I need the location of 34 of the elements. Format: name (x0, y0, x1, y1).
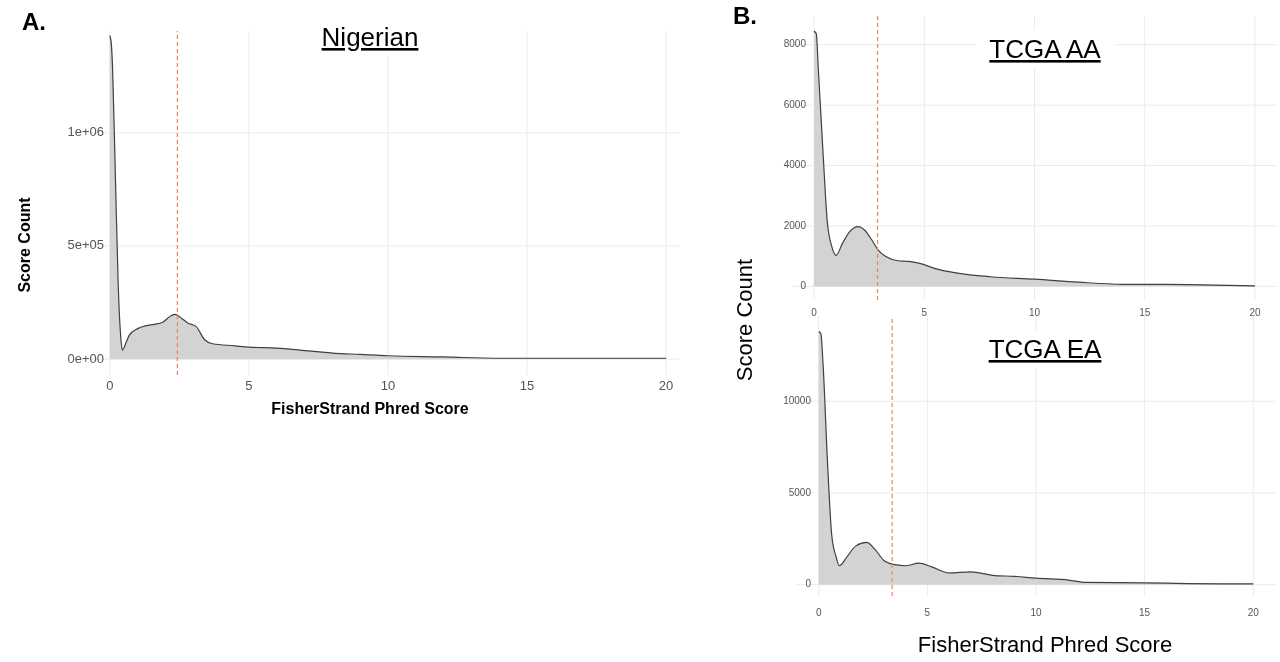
x-tick-label: 10 (380, 377, 396, 393)
x-axis-title: FisherStrand Phred Score (271, 400, 469, 417)
y-tick-label: 8000 (783, 38, 807, 50)
y-tick-label: 2000 (783, 219, 807, 231)
x-axis-title: FisherStrand Phred Score (917, 632, 1173, 657)
y-axis-title: Score Count (732, 258, 757, 382)
x-tick-label: 20 (1247, 607, 1260, 619)
y-axis-title: Score Count (16, 196, 33, 293)
y-tick-label: 5e+05 (67, 237, 104, 253)
x-tick-label: 5 (245, 377, 253, 393)
x-tick-label: 15 (519, 377, 535, 393)
y-tick-label: 0 (800, 280, 807, 292)
y-tick-label: 0 (805, 578, 812, 590)
text: TCGA AA (989, 34, 1102, 64)
x-tick-label: 15 (1139, 307, 1151, 319)
x-tick-label: 20 (658, 377, 674, 393)
y-tick-label: 0e+00 (67, 350, 104, 366)
text: TCGA EA (988, 334, 1102, 364)
x-tick-label: 0 (815, 607, 822, 619)
y-tick-label: 1e+06 (67, 124, 104, 140)
y-tick-label: 6000 (783, 98, 807, 110)
x-tick-label: 0 (106, 377, 114, 393)
chart-title: Nigerian (321, 22, 419, 52)
x-tick-label: 20 (1249, 307, 1261, 319)
x-tick-label: 5 (921, 307, 928, 319)
y-tick-label: 4000 (783, 159, 807, 171)
text: B. (733, 2, 757, 29)
y-tick-label: 5000 (788, 486, 812, 498)
y-tick-label: 10000 (783, 394, 812, 406)
x-tick-label: 10 (1030, 607, 1042, 619)
x-tick-label: 10 (1028, 307, 1041, 319)
x-tick-label: 15 (1139, 607, 1151, 619)
x-tick-label: 5 (924, 607, 931, 619)
text: A. (22, 8, 46, 35)
